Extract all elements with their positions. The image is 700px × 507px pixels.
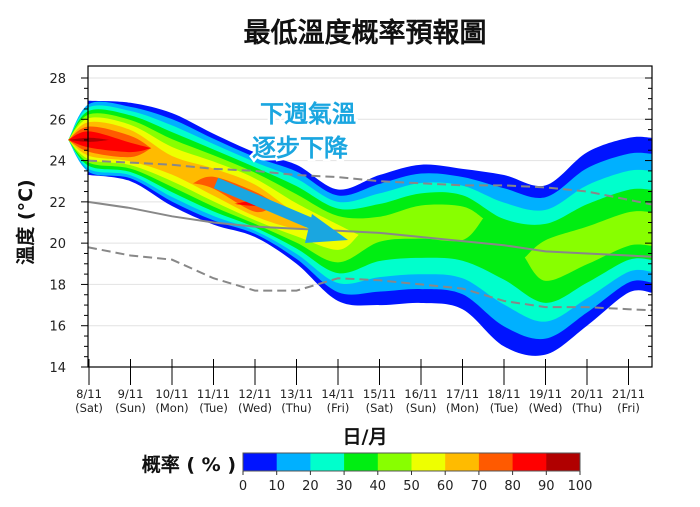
probability-band-80 xyxy=(68,131,152,153)
y-tick-label: 24 xyxy=(49,155,66,170)
colorbar-segment-80 xyxy=(512,453,547,471)
probability-band-40 xyxy=(524,211,652,281)
y-tick-label: 14 xyxy=(49,361,66,376)
x-tick-day: (Thu) xyxy=(281,401,312,415)
y-axis-label: 溫度 (°C) xyxy=(14,179,37,264)
x-tick-date: 17/11 xyxy=(446,387,479,401)
x-tick-day: (Mon) xyxy=(446,401,479,415)
x-tick-day: (Wed) xyxy=(528,401,562,415)
x-tick-date: 19/11 xyxy=(529,387,562,401)
colorbar-tick-label: 80 xyxy=(504,479,521,494)
x-tick-day: (Tue) xyxy=(490,401,519,415)
x-tick-day: (Fri) xyxy=(617,401,640,415)
series-line-1 xyxy=(87,159,653,206)
series-line-2 xyxy=(87,246,653,312)
annotation-arrow-head xyxy=(305,214,348,243)
probability-bands xyxy=(68,100,653,356)
x-tick-day: (Tue) xyxy=(199,401,228,415)
annotation: 下週氣溫 逐步下降 xyxy=(213,98,359,243)
x-tick-day: (Sun) xyxy=(115,401,146,415)
x-tick-date: 11/11 xyxy=(197,387,230,401)
colorbar-tick-label: 90 xyxy=(538,479,555,494)
colorbar-segment-50 xyxy=(411,453,446,471)
probability-band-90 xyxy=(68,137,110,142)
colorbar-segment-10 xyxy=(276,453,311,471)
x-tick-date: 20/11 xyxy=(570,387,603,401)
colorbar-tick-label: 70 xyxy=(471,479,488,494)
y-tick-label: 16 xyxy=(49,320,66,335)
colorbar-label: 概率 ( % ) xyxy=(142,453,236,476)
x-tick-date: 16/11 xyxy=(404,387,437,401)
series-lines xyxy=(87,159,653,312)
colorbar: 0 10 20 30 40 50 60 70 80 90 100 xyxy=(239,452,593,494)
colorbar-segment-40 xyxy=(377,453,412,471)
colorbar-segment-20 xyxy=(310,453,345,471)
x-tick-day: (Mon) xyxy=(155,401,188,415)
colorbar-segment-30 xyxy=(344,453,379,471)
colorbar-tick-label: 40 xyxy=(370,479,387,494)
colorbar-tick-label: 30 xyxy=(336,479,353,494)
annotation-arrow-shaft xyxy=(213,177,325,234)
annotation-line-2: 逐步下降 xyxy=(252,134,349,162)
axes: 14161820222426288/11(Sat)9/11(Sun)10/11(… xyxy=(49,72,652,415)
colorbar-segment-60 xyxy=(445,453,480,471)
colorbar-tick-label: 50 xyxy=(403,479,420,494)
colorbar-tick-label: 0 xyxy=(239,479,247,494)
colorbar-tick-label: 60 xyxy=(437,479,454,494)
x-tick-date: 10/11 xyxy=(155,387,188,401)
x-tick-date: 12/11 xyxy=(238,387,271,401)
x-tick-day: (Thu) xyxy=(572,401,603,415)
chart-title: 最低溫度概率預報圖 xyxy=(244,17,487,49)
y-tick-label: 26 xyxy=(49,113,66,128)
x-tick-date: 8/11 xyxy=(76,387,102,401)
y-tick-label: 28 xyxy=(49,72,66,87)
x-tick-date: 9/11 xyxy=(118,387,144,401)
plot-frame xyxy=(87,65,653,368)
x-tick-day: (Fri) xyxy=(327,401,350,415)
colorbar-tick-label: 10 xyxy=(268,479,285,494)
colorbar-segment-90 xyxy=(546,453,581,471)
x-tick-date: 18/11 xyxy=(487,387,520,401)
y-tick-label: 20 xyxy=(49,237,66,252)
annotation-line-1: 下週氣溫 xyxy=(260,100,356,128)
series-line-0 xyxy=(87,200,653,258)
x-axis-label: 日/月 xyxy=(343,426,388,448)
x-tick-day: (Sat) xyxy=(75,401,103,415)
x-tick-day: (Sun) xyxy=(406,401,437,415)
x-tick-date: 15/11 xyxy=(363,387,396,401)
colorbar-tick-label: 20 xyxy=(302,479,319,494)
x-tick-date: 13/11 xyxy=(280,387,313,401)
x-tick-date: 21/11 xyxy=(612,387,645,401)
colorbar-tick-label: 100 xyxy=(568,479,593,494)
x-tick-date: 14/11 xyxy=(321,387,354,401)
colorbar-segment-0 xyxy=(243,453,278,471)
y-tick-label: 18 xyxy=(49,278,66,293)
x-tick-day: (Wed) xyxy=(238,401,272,415)
x-tick-day: (Sat) xyxy=(366,401,394,415)
y-tick-label: 22 xyxy=(49,196,66,211)
colorbar-segment-70 xyxy=(478,453,514,471)
